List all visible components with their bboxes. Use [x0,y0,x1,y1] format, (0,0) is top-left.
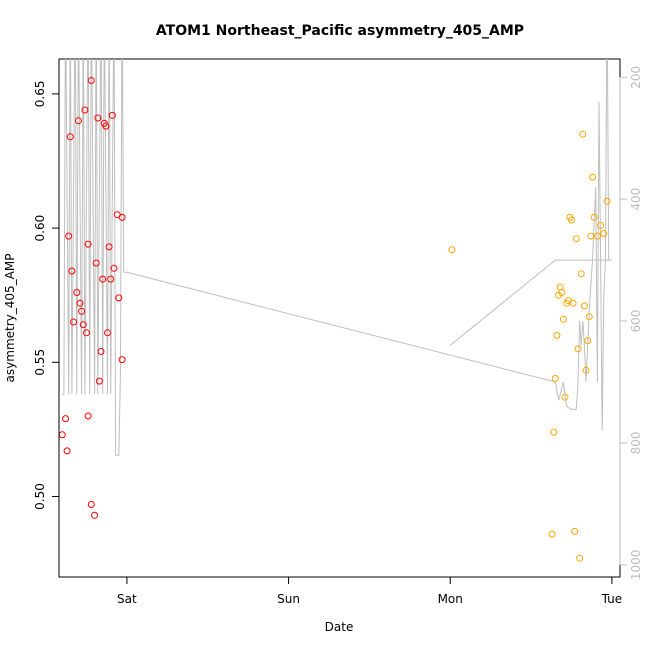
data-point-orange [559,315,567,323]
data-point-orange [576,554,584,562]
data-point-orange [587,232,595,240]
data-point-red [68,267,76,275]
right-axis: 200 400 600 800 1000 [619,66,643,581]
y-axis: 0.50 0.55 0.60 0.65 [33,81,60,510]
data-point-red [91,511,99,519]
data-point-red [84,240,92,248]
x-tick-label: Sat [117,592,137,606]
data-point-orange [548,530,556,538]
chart-title: ATOM1 Northeast_Pacific asymmetry_405_AM… [156,23,524,39]
right-tick-label: 800 [629,431,643,454]
data-point-red [107,275,115,283]
data-point-red [97,348,105,355]
data-point-orange [568,216,575,224]
y-tick-label: 0.60 [33,215,47,242]
x-axis: Sat Sun Mon Tue [117,576,623,606]
data-point-red [73,289,81,296]
y-tick-label: 0.55 [33,349,47,376]
data-point-red [87,501,95,508]
data-point-red [62,415,69,423]
data-point-red [110,264,118,272]
data-point-red [108,111,116,119]
data-point-red [81,106,89,114]
data-point-orange [558,289,566,296]
line-series-path [62,59,611,456]
data-point-orange [603,197,611,205]
data-point-orange [580,302,588,310]
x-axis-label: Date [325,620,354,634]
x-tick-label: Sun [277,592,300,606]
data-point-orange [551,374,559,382]
data-point-orange [593,232,601,240]
data-point-orange [572,235,580,243]
data-point-orange [579,130,587,138]
y-tick-label: 0.50 [33,483,47,510]
y-axis-label: asymmetry_405_AMP [3,254,17,383]
data-point-orange [589,173,596,181]
data-point-red [94,114,102,122]
data-point-red [87,77,95,84]
data-point-red [92,259,100,267]
data-point-orange [590,213,598,221]
data-point-red [105,243,113,251]
right-tick-label: 600 [629,310,643,333]
data-point-orange [569,299,577,307]
data-point-red [104,329,111,337]
data-point-red [95,377,103,385]
data-point-red [65,232,73,240]
y-tick-label: 0.65 [33,81,47,108]
data-point-red [70,318,78,326]
data-point-orange [600,230,608,237]
data-point-orange [577,270,585,278]
data-point-red [99,275,107,283]
data-point-red [76,299,84,307]
data-point-orange [571,527,579,535]
line-series-layer [62,59,612,456]
data-point-orange [561,393,569,401]
data-point-orange [582,366,590,374]
data-point-orange [584,337,592,345]
data-point-red [79,321,87,329]
line-series-path [449,259,612,346]
data-point-red [84,412,92,420]
data-point-red [115,294,123,302]
plot-frame [58,58,621,578]
data-point-red [102,122,110,130]
data-point-red [63,447,71,455]
data-point-red [118,213,126,221]
data-point-red [58,431,66,439]
data-point-orange [550,428,558,436]
data-point-red [78,307,86,315]
right-tick-label: 400 [629,188,643,211]
data-point-orange [553,331,561,339]
data-point-orange [597,221,605,229]
data-point-orange [574,345,582,353]
right-tick-label: 200 [629,66,643,89]
data-point-orange [448,246,456,254]
data-point-orange [585,313,593,321]
right-tick-label: 1000 [629,550,643,581]
x-tick-label: Mon [438,592,463,606]
x-tick-label: Tue [601,592,623,606]
points-layer [58,77,611,562]
data-point-red [83,329,90,337]
data-point-red [66,133,74,141]
data-point-red [118,356,126,364]
data-point-red [74,117,82,125]
